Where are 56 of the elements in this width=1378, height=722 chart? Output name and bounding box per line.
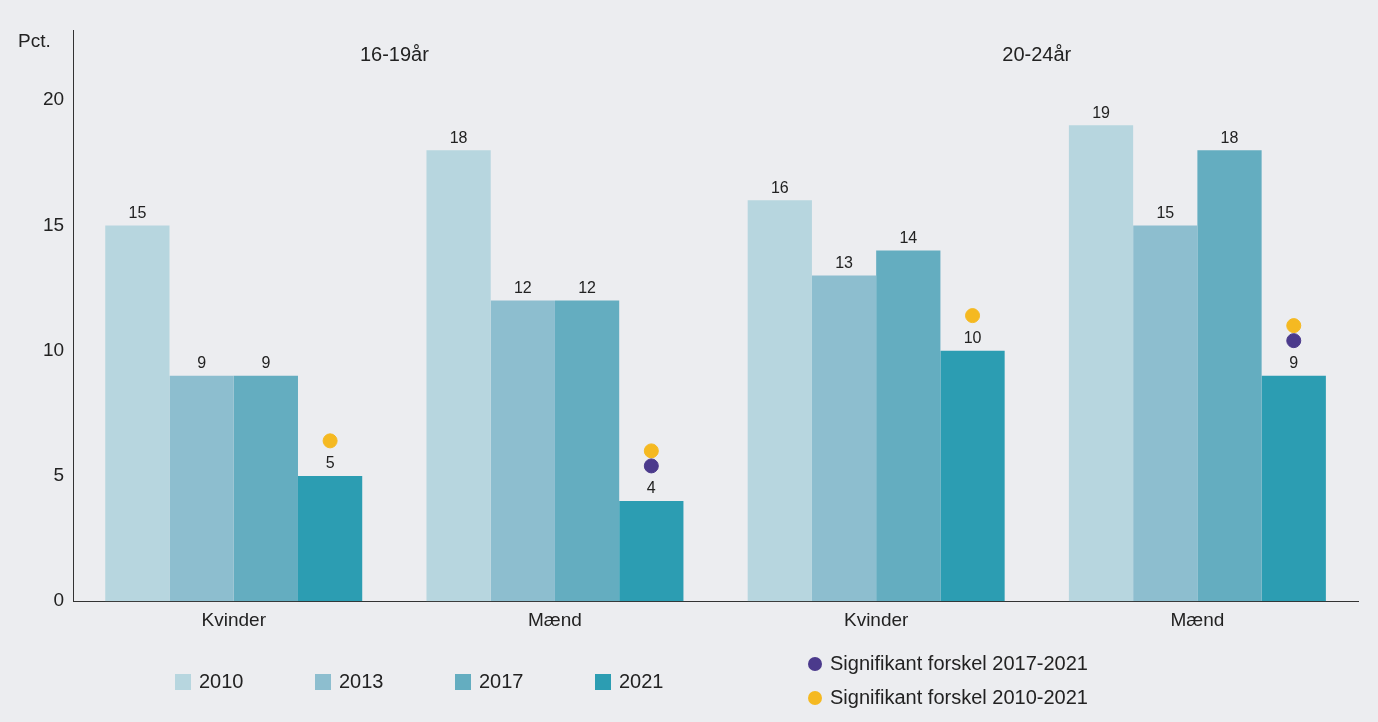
y-tick-label: 0 bbox=[53, 589, 65, 611]
bar bbox=[490, 300, 555, 602]
data-label: 15 bbox=[128, 203, 147, 221]
bar bbox=[554, 300, 620, 602]
bar bbox=[426, 150, 491, 602]
bar bbox=[297, 475, 363, 602]
y-tick-label: 20 bbox=[42, 88, 65, 110]
data-label: 10 bbox=[963, 329, 982, 347]
annotation: 20-24år bbox=[1002, 42, 1072, 65]
y-tick-label: 10 bbox=[42, 338, 65, 360]
bar bbox=[1068, 125, 1134, 602]
data-label: 18 bbox=[1220, 128, 1239, 146]
point bbox=[965, 308, 981, 324]
y-axis-title: Pct. bbox=[18, 29, 51, 51]
annotation: 16-19år bbox=[359, 42, 430, 65]
bar bbox=[105, 225, 170, 602]
point bbox=[1286, 318, 1302, 334]
y-tick-label: 5 bbox=[53, 464, 65, 486]
x-tick-label: Kvinder bbox=[201, 608, 267, 630]
bar bbox=[940, 350, 1005, 602]
bar bbox=[619, 500, 684, 602]
data-label: 19 bbox=[1092, 103, 1111, 121]
x-tick-label: Kvinder bbox=[843, 608, 910, 630]
data-label: 12 bbox=[513, 278, 532, 296]
data-label: 14 bbox=[899, 228, 918, 246]
data-label: 9 bbox=[1289, 354, 1299, 372]
legend-label: 2010 bbox=[199, 670, 244, 693]
point bbox=[643, 443, 659, 459]
point bbox=[322, 433, 338, 449]
data-label: 5 bbox=[325, 454, 335, 472]
legend-label: 2021 bbox=[619, 670, 664, 693]
y-tick-label: 15 bbox=[42, 213, 65, 235]
bar bbox=[169, 375, 234, 602]
data-label: 4 bbox=[646, 479, 656, 497]
data-label: 18 bbox=[449, 128, 468, 146]
x-tick-label: Mænd bbox=[528, 608, 582, 630]
bar bbox=[747, 200, 812, 602]
data-label: 9 bbox=[261, 354, 271, 372]
point bbox=[1286, 333, 1302, 349]
bar bbox=[1197, 150, 1262, 602]
bar bbox=[233, 375, 298, 602]
data-label: 9 bbox=[197, 354, 207, 372]
data-label: 16 bbox=[770, 178, 789, 196]
bar bbox=[1133, 225, 1198, 602]
data-label: 13 bbox=[835, 253, 854, 271]
bar bbox=[811, 275, 877, 602]
bar bbox=[1261, 375, 1326, 602]
data-label: 15 bbox=[1156, 203, 1175, 221]
legend-label: Signifikant forskel 2017-2021 bbox=[830, 652, 1088, 675]
legend-label: Signifikant forskel 2010-2021 bbox=[830, 686, 1088, 709]
x-tick-label: Mænd bbox=[1170, 608, 1225, 630]
legend-label: 2013 bbox=[339, 670, 384, 693]
data-label: 12 bbox=[578, 278, 597, 296]
point bbox=[643, 458, 659, 474]
bar bbox=[876, 250, 941, 602]
legend-label: 2017 bbox=[479, 670, 524, 693]
